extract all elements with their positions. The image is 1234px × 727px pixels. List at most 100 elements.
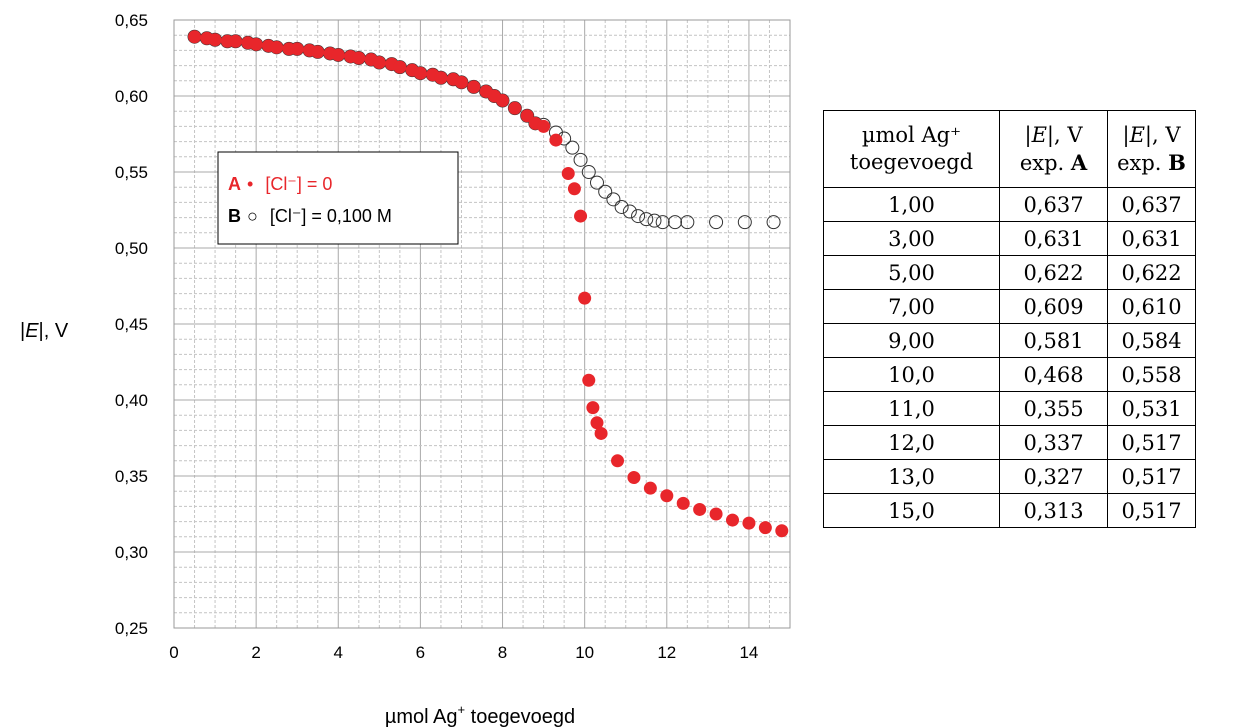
point-b [565,140,580,155]
point-b [668,215,683,230]
point-a [352,51,366,65]
point-b [606,192,621,207]
table-cell: 10,0 [823,357,1000,392]
table-row: 1,00 0,637 0,637 [823,187,1196,222]
legend: A • [Cl⁻] = 0 B ○ [Cl⁻] = 0,100 M [217,151,459,245]
table-cell: 15,0 [823,493,1000,528]
table-cell: 0,610 [1107,289,1196,324]
table-cell: 7,00 [823,289,1000,324]
table-row: 5,00 0,622 0,622 [823,255,1196,290]
y-tick-label: 0,40 [115,391,148,410]
table-cell: 0,337 [999,425,1108,460]
y-tick-label: 0,30 [115,543,148,562]
table-cell: 0,468 [999,357,1108,392]
header-exp-a: |E|, V exp. A [999,110,1108,188]
table-cell: 0,631 [1107,221,1196,256]
table-cell: 0,609 [999,289,1108,324]
series-a [188,30,789,538]
plot-frame [173,19,791,629]
point-a [249,37,263,51]
table-row: 11,0 0,355 0,531 [823,391,1196,426]
point-a [520,109,534,123]
table-row: 12,0 0,337 0,517 [823,425,1196,460]
point-a [693,502,707,516]
y-axis-ticks: 0,25 0,30 0,35 0,40 0,45 0,50 0,55 0,60 0,65 [115,11,148,638]
y-tick-label: 0,45 [115,315,148,334]
grid [173,19,791,629]
point-a [434,71,448,85]
point-a [229,34,243,48]
y-tick-label: 0,65 [115,11,148,30]
table-row: 10,0 0,468 0,558 [823,357,1196,392]
point-a [508,101,522,115]
point-a [537,119,551,133]
x-tick-label: 8 [498,643,507,662]
point-a [590,416,604,430]
y-tick-label: 0,35 [115,467,148,486]
table-body: 1,00 0,637 0,637 3,00 0,631 0,631 5,00 0,622 0,6… [823,187,1196,528]
point-a [758,521,772,535]
y-axis-label: |E|, V [20,320,69,342]
point-b [614,199,629,214]
y-tick-label: 0,50 [115,239,148,258]
data-table: µmol Ag⁺ toegevoegd |E|, V exp. A |E|, V… [823,110,1196,528]
table-header-row: µmol Ag⁺ toegevoegd |E|, V exp. A |E|, V… [823,110,1196,188]
point-a [561,167,575,181]
y-tick-label: 0,55 [115,163,148,182]
point-a [567,182,581,196]
point-a [454,75,468,89]
table-cell: 1,00 [823,187,1000,222]
table-cell: 0,558 [1107,357,1196,392]
legend-entry-b: B ○ [Cl⁻] = 0,100 M [228,206,392,226]
legend-box [217,151,459,245]
point-a [467,80,481,94]
point-a [270,40,284,54]
table-cell: 13,0 [823,459,1000,494]
point-b [655,215,670,230]
table-cell: 0,355 [999,391,1108,426]
point-a [742,516,756,530]
table-row: 9,00 0,581 0,584 [823,323,1196,358]
point-b [598,184,613,199]
x-tick-label: 4 [334,643,343,662]
table-cell: 5,00 [823,255,1000,290]
x-tick-label: 12 [657,643,676,662]
header-exp-b: |E|, V exp. B [1107,110,1196,188]
legend-entry-a: A • [Cl⁻] = 0 [228,174,332,194]
point-b [737,215,752,230]
table-cell: 0,327 [999,459,1108,494]
table-cell: 0,531 [1107,391,1196,426]
point-b [647,213,662,228]
point-a [775,524,789,538]
point-b [622,204,637,219]
point-b [680,215,695,230]
point-a [574,209,588,223]
table-cell: 0,313 [999,493,1108,528]
table-row: 7,00 0,609 0,610 [823,289,1196,324]
table-cell: 0,622 [999,255,1108,290]
table-cell: 3,00 [823,221,1000,256]
table-cell: 0,517 [1107,493,1196,528]
table-cell: 11,0 [823,391,1000,426]
table-cell: 0,581 [999,323,1108,358]
table-cell: 0,517 [1107,459,1196,494]
point-b [581,165,596,179]
header-amount: µmol Ag⁺ toegevoegd [823,110,1000,188]
point-b [766,215,781,230]
point-a [709,507,723,521]
x-tick-label: 2 [251,643,260,662]
point-b [639,212,654,227]
point-a [311,45,325,59]
point-a [372,56,386,70]
point-a [393,60,407,74]
x-axis-label: µmol Ag+ toegevoegd [385,702,575,727]
titration-chart: 0,25 0,30 0,35 0,40 0,45 0,50 0,55 0,60 0,65 0 2 4… [20,11,791,727]
point-a [331,48,345,62]
table-cell: 0,637 [1107,187,1196,222]
table-cell: 0,584 [1107,323,1196,358]
table-cell: 9,00 [823,323,1000,358]
point-a [586,401,600,415]
point-a [496,94,510,108]
point-a [676,496,690,510]
table-row: 15,0 0,313 0,517 [823,493,1196,528]
